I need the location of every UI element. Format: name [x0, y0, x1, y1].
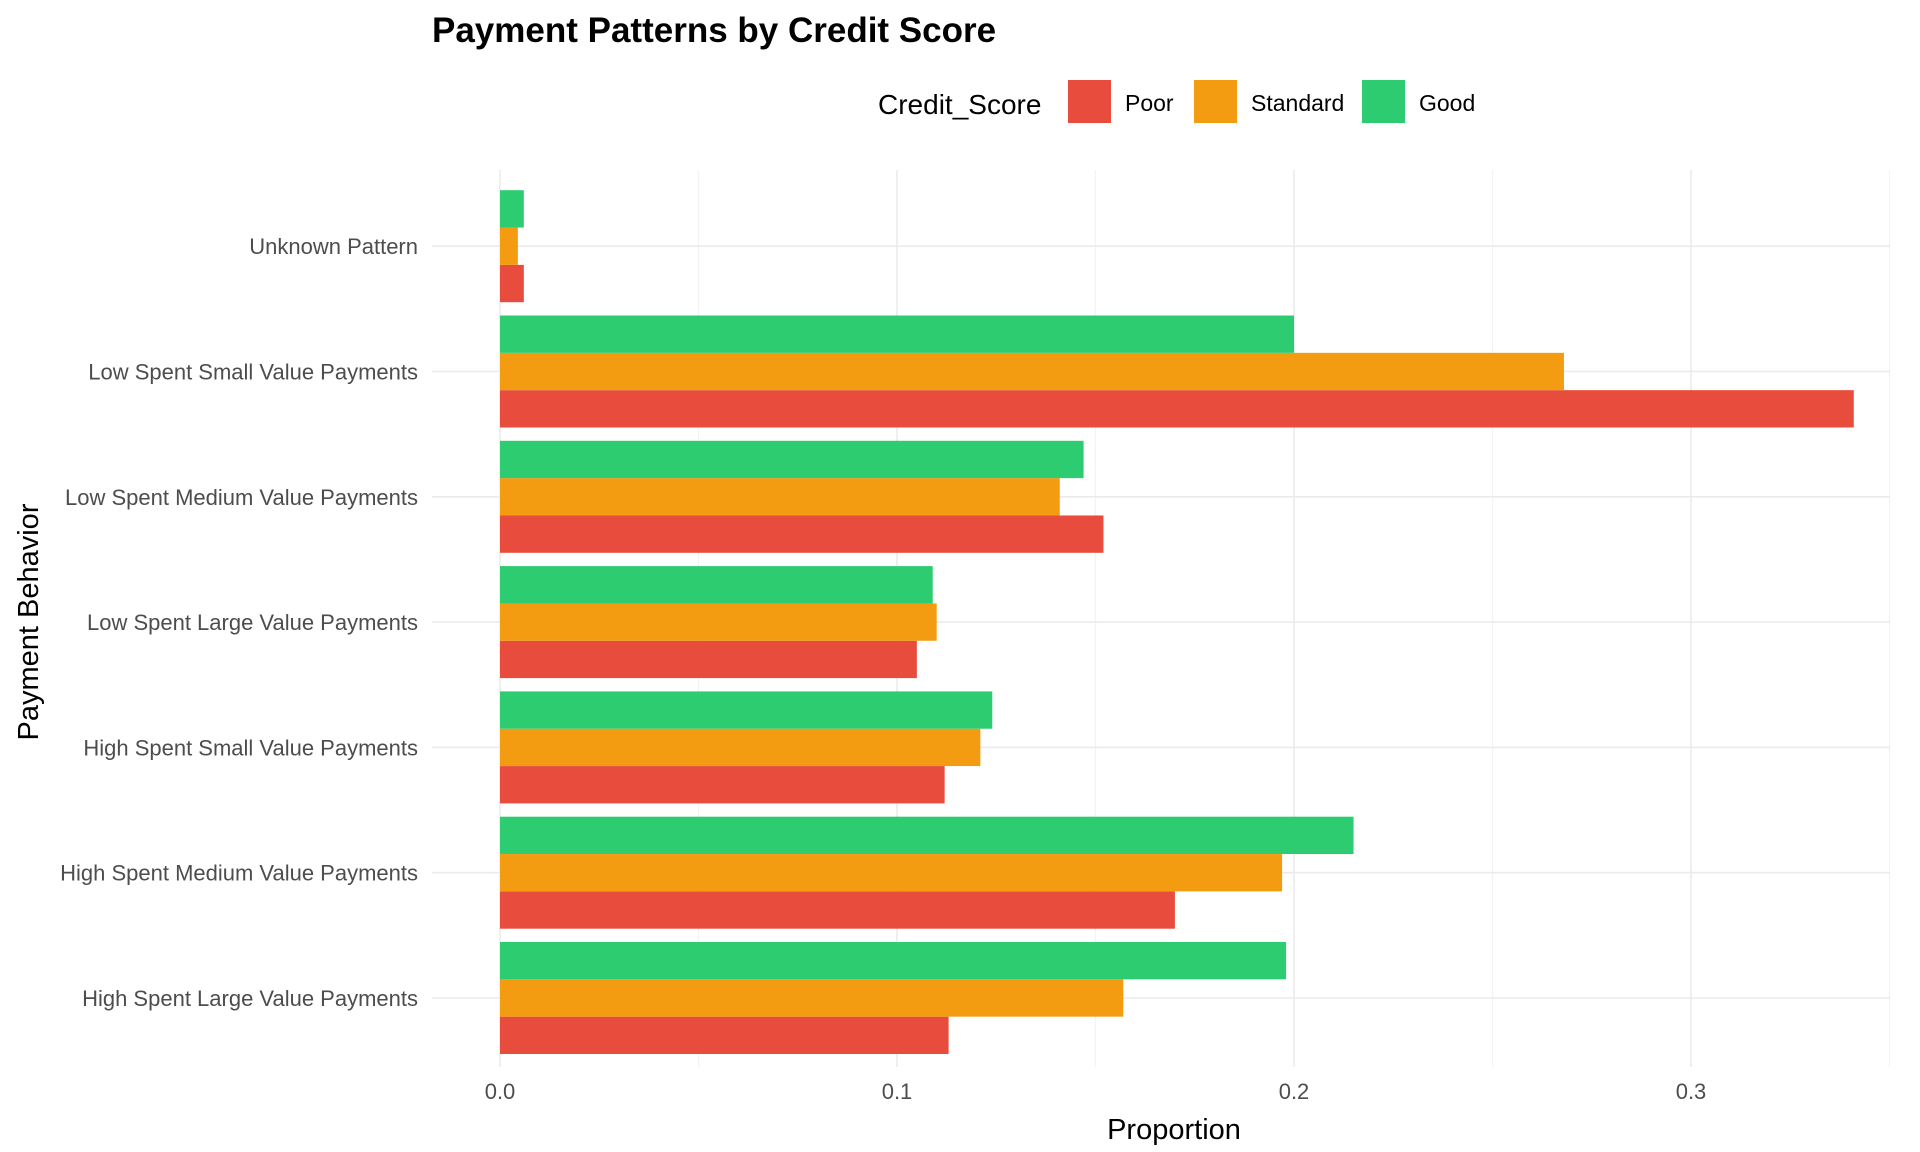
bar-standard-3 [500, 603, 937, 641]
y-tick-label: High Spent Large Value Payments [82, 986, 418, 1011]
bar-standard-0 [500, 979, 1124, 1017]
bar-poor-2 [500, 766, 945, 804]
bar-poor-4 [500, 515, 1104, 553]
x-tick-labels: 0.0 0.1 0.2 0.3 [485, 1079, 1707, 1104]
bar-good-3 [500, 566, 933, 604]
legend-key-standard [1194, 80, 1237, 123]
bar-standard-6 [500, 227, 518, 265]
bar-good-6 [500, 190, 524, 228]
bar-standard-5 [500, 352, 1564, 391]
x-tick-label: 0.0 [485, 1079, 516, 1104]
legend-label-poor: Poor [1125, 90, 1174, 116]
bar-standard-1 [500, 854, 1283, 892]
legend-key-poor [1068, 80, 1111, 123]
y-tick-label: Low Spent Medium Value Payments [65, 485, 418, 510]
bar-standard-4 [500, 478, 1060, 516]
bar-good-1 [500, 816, 1354, 855]
x-tick-label: 0.2 [1279, 1079, 1310, 1104]
y-tick-labels: High Spent Large Value Payments High Spen… [60, 234, 418, 1011]
bar-poor-1 [500, 891, 1175, 929]
bar-good-2 [500, 691, 993, 729]
chart-title: Payment Patterns by Credit Score [432, 11, 996, 50]
y-tick-label: Low Spent Small Value Payments [88, 360, 418, 385]
bar-poor-5 [500, 390, 1854, 428]
legend-title: Credit_Score [878, 89, 1041, 120]
bars [500, 190, 1854, 1054]
y-tick-label: Unknown Pattern [249, 234, 418, 259]
legend-label-good: Good [1419, 90, 1475, 116]
bar-good-4 [500, 440, 1084, 479]
bar-standard-2 [500, 728, 981, 767]
x-axis-title: Proportion [1107, 1114, 1241, 1146]
y-tick-label: Low Spent Large Value Payments [87, 610, 418, 635]
x-tick-label: 0.3 [1676, 1079, 1707, 1104]
legend: Credit_Score Poor Standard Good [878, 80, 1475, 123]
legend-key-good [1362, 80, 1405, 123]
legend-label-standard: Standard [1251, 90, 1344, 116]
y-tick-label: High Spent Medium Value Payments [60, 861, 418, 886]
bar-good-0 [500, 942, 1287, 980]
bar-poor-6 [500, 264, 524, 303]
bar-poor-0 [500, 1016, 949, 1054]
y-tick-label: High Spent Small Value Payments [83, 735, 418, 760]
bar-poor-3 [500, 640, 917, 679]
y-axis-title: Payment Behavior [13, 503, 45, 740]
bar-good-5 [500, 315, 1294, 353]
x-tick-label: 0.1 [882, 1079, 913, 1104]
